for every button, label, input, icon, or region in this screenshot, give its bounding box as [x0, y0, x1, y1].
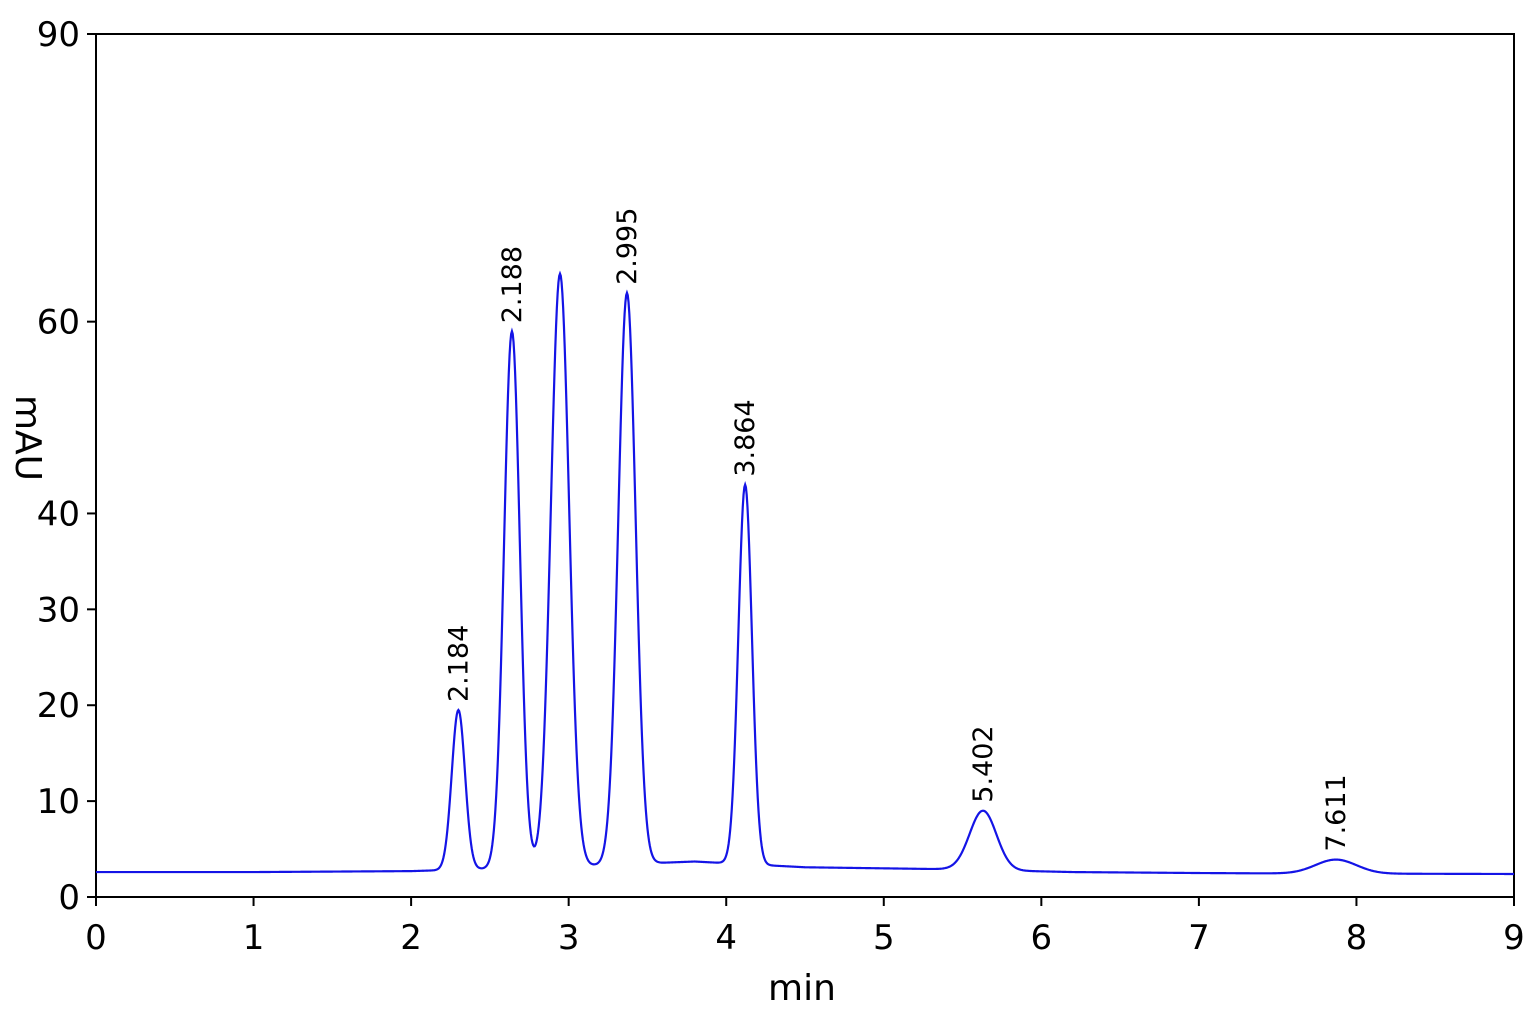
- x-axis: 0 1 2 3 4 5 6 7 8 9: [85, 897, 1525, 958]
- x-tick-label: 4: [715, 918, 737, 958]
- x-tick-label: 0: [85, 918, 107, 958]
- peak-annotations: 2.184 2.188 2.995 3.864 5.402 7.611: [443, 208, 1352, 852]
- y-tick-label: 90: [37, 15, 80, 55]
- y-axis-label: mAU: [7, 395, 48, 481]
- y-tick-label: 0: [58, 878, 80, 918]
- peak-label: 3.864: [730, 399, 761, 476]
- peak-label: 2.188: [497, 246, 528, 323]
- y-tick-label: 60: [37, 303, 80, 343]
- x-tick-label: 7: [1188, 918, 1210, 958]
- x-axis-label: min: [768, 968, 836, 1009]
- peak-label: 7.611: [1321, 774, 1352, 851]
- y-tick-label: 30: [37, 590, 80, 630]
- x-tick-label: 8: [1346, 918, 1368, 958]
- peak-label: 5.402: [968, 725, 999, 802]
- x-tick-label: 5: [873, 918, 895, 958]
- y-tick-label: 40: [37, 494, 80, 534]
- y-tick-label: 20: [37, 686, 80, 726]
- x-tick-label: 6: [1031, 918, 1053, 958]
- plot-frame: [95, 33, 1515, 898]
- series-line: [96, 270, 1515, 876]
- peak-label: 2.184: [443, 625, 474, 702]
- x-tick-label: 9: [1503, 918, 1525, 958]
- x-tick-label: 3: [558, 918, 580, 958]
- x-tick-label: 1: [243, 918, 265, 958]
- x-tick-label: 2: [400, 918, 422, 958]
- peak-label: 2.995: [612, 208, 643, 285]
- y-tick-label: 10: [37, 782, 80, 822]
- y-axis: 0 10 20 30 40 60 90: [37, 15, 96, 918]
